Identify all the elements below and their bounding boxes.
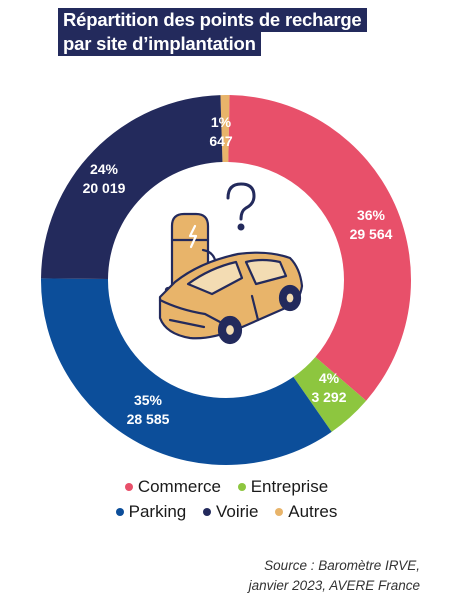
chart-title-line-1: Répartition des points de recharge bbox=[58, 8, 367, 32]
slice-entreprise bbox=[293, 357, 367, 432]
legend-dot bbox=[124, 482, 133, 491]
slice-commerce bbox=[228, 95, 411, 401]
legend-row-1: Commerce Entreprise bbox=[0, 477, 453, 497]
slice-voirie bbox=[41, 95, 223, 279]
slice-label-commerce-value: 29 564 bbox=[350, 226, 393, 242]
source-line-2: janvier 2023, AVERE France bbox=[248, 578, 420, 593]
slice-label-autres-percent: 1% bbox=[211, 114, 232, 130]
slice-label-parking-value: 28 585 bbox=[127, 411, 170, 427]
slice-parking bbox=[41, 278, 332, 466]
legend-item-voirie: Voirie bbox=[202, 502, 259, 522]
legend-item-parking: Parking bbox=[115, 502, 187, 522]
chart-title: Répartition des points de recharge par s… bbox=[58, 8, 367, 56]
legend-dot bbox=[115, 507, 124, 516]
slice-label-voirie-value: 20 019 bbox=[83, 180, 126, 196]
legend-item-entreprise: Entreprise bbox=[237, 477, 329, 497]
source-note: Source : Baromètre IRVE, janvier 2023, A… bbox=[249, 556, 420, 596]
slice-label-voirie-percent: 24% bbox=[90, 161, 119, 177]
legend-dot bbox=[275, 507, 284, 516]
question-mark-icon bbox=[226, 182, 256, 231]
source-line-1: Source : Baromètre IRVE, bbox=[264, 558, 420, 573]
donut-slices bbox=[41, 94, 411, 466]
slice-label-entreprise-value: 3 292 bbox=[311, 389, 346, 405]
chart-title-line-2: par site d’implantation bbox=[58, 32, 261, 56]
legend-row-2: Parking Voirie Autres bbox=[0, 502, 453, 522]
slice-label-autres-value: 647 bbox=[209, 133, 233, 149]
legend-label: Parking bbox=[128, 502, 187, 521]
slice-label-parking-percent: 35% bbox=[134, 392, 163, 408]
legend-label: Entreprise bbox=[250, 477, 329, 496]
legend-label: Autres bbox=[288, 502, 338, 521]
slice-autres bbox=[220, 94, 230, 163]
legend-label: Commerce bbox=[137, 477, 221, 496]
legend-item-autres: Autres bbox=[275, 502, 337, 522]
car-icon bbox=[158, 251, 304, 345]
legend-label: Voirie bbox=[215, 502, 259, 521]
slice-label-entreprise-percent: 4% bbox=[319, 370, 340, 386]
center-illustration bbox=[158, 182, 304, 345]
donut-chart: 1% 647 36% 29 564 4% 3 292 35% 28 585 24… bbox=[41, 94, 411, 466]
legend-dot bbox=[237, 482, 246, 491]
legend-dot bbox=[202, 507, 211, 516]
legend-item-commerce: Commerce bbox=[124, 477, 221, 497]
slice-labels: 1% 647 36% 29 564 4% 3 292 35% 28 585 24… bbox=[83, 114, 393, 427]
slice-label-commerce-percent: 36% bbox=[357, 207, 386, 223]
